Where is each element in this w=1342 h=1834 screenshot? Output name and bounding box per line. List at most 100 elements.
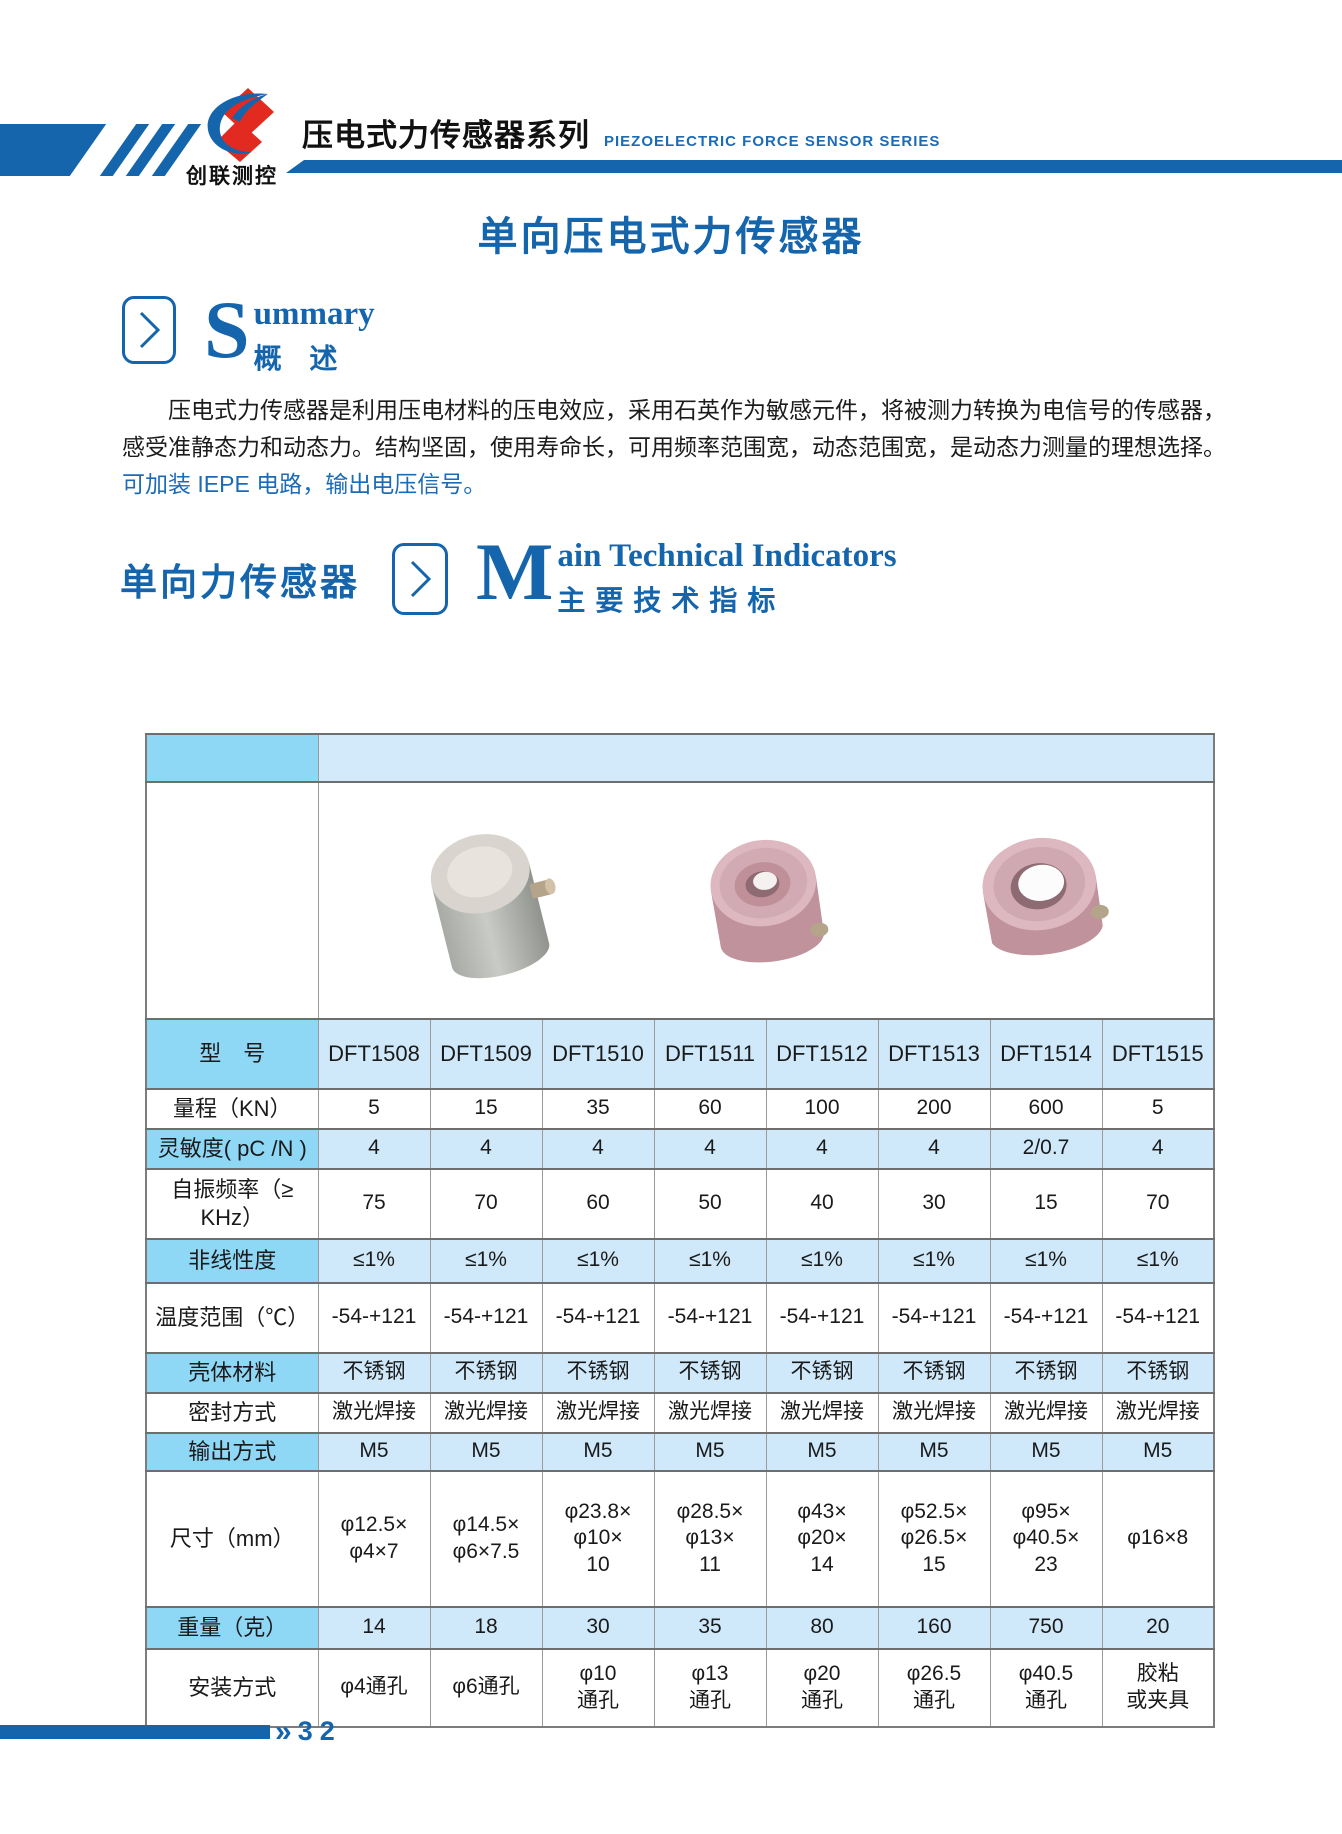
row-label: 量程（KN） bbox=[145, 1088, 319, 1129]
spec-cell: 600 bbox=[989, 1088, 1103, 1129]
spec-cell: 35 bbox=[653, 1605, 767, 1650]
spec-cell: φ28.5× φ13× 11 bbox=[653, 1470, 767, 1607]
spec-cell: 4 bbox=[765, 1127, 879, 1170]
summary-paragraph: 压电式力传感器是利用压电材料的压电效应，采用石英作为敏感元件，将被测力转换为电信… bbox=[122, 392, 1232, 503]
spec-cell: 50 bbox=[653, 1168, 767, 1239]
spec-cell: 不锈钢 bbox=[429, 1351, 543, 1394]
spec-cell: 不锈钢 bbox=[317, 1351, 431, 1394]
row-label: 输出方式 bbox=[145, 1431, 319, 1472]
row-label: 密封方式 bbox=[145, 1392, 319, 1433]
summary-heading: S ummary 概 述 bbox=[122, 289, 375, 377]
spec-cell: 激光焊接 bbox=[653, 1392, 767, 1433]
spec-row: 安装方式 φ4通孔 φ6通孔 φ10 通孔 φ13 通孔 φ20 通孔 φ26.5 通孔 φ4… bbox=[145, 1648, 1215, 1727]
spec-cell: 14 bbox=[317, 1605, 431, 1650]
page-footer: » 32 bbox=[0, 1716, 342, 1747]
spec-cell: 4 bbox=[429, 1127, 543, 1170]
spec-row: 尺寸（mm） φ12.5× φ4×7 φ14.5× φ6×7.5 φ23.8× φ10… bbox=[145, 1470, 1215, 1607]
spec-cell: 4 bbox=[653, 1127, 767, 1170]
spec-row: 自振频率（≥ KHz） 75 70 60 50 40 30 15 70 bbox=[145, 1168, 1215, 1239]
spec-cell: 激光焊接 bbox=[989, 1392, 1103, 1433]
spec-cell: 70 bbox=[429, 1168, 543, 1239]
header-stripe-solid bbox=[0, 124, 107, 176]
model-cell: DFT1509 bbox=[429, 1017, 543, 1090]
images-row-label-cell bbox=[145, 781, 319, 1019]
spec-cell: φ4通孔 bbox=[317, 1648, 431, 1727]
spec-cell: M5 bbox=[653, 1431, 767, 1472]
logo-text: 创联测控 bbox=[186, 165, 278, 188]
spec-cell: 750 bbox=[989, 1605, 1103, 1650]
page-number: 32 bbox=[297, 1716, 342, 1746]
spec-cell: φ43× φ20× 14 bbox=[765, 1470, 879, 1607]
row-label: 尺寸（mm） bbox=[145, 1470, 319, 1607]
summary-heading-en: ummary bbox=[253, 296, 375, 332]
spec-cell: 激光焊接 bbox=[877, 1392, 991, 1433]
spec-cell: ≤1% bbox=[653, 1237, 767, 1284]
spec-cell: ≤1% bbox=[541, 1237, 655, 1284]
row-label: 自振频率（≥ KHz） bbox=[145, 1168, 319, 1239]
spec-cell: 30 bbox=[541, 1605, 655, 1650]
row-label: 壳体材料 bbox=[145, 1351, 319, 1394]
row-label: 重量（克） bbox=[145, 1605, 319, 1650]
spec-cell: 激光焊接 bbox=[541, 1392, 655, 1433]
chevron-right-icon bbox=[122, 296, 176, 364]
spec-cell: 30 bbox=[877, 1168, 991, 1239]
section-drop-cap: M bbox=[476, 526, 554, 617]
spec-cell: -54-+121 bbox=[653, 1282, 767, 1353]
spec-cell: 4 bbox=[541, 1127, 655, 1170]
model-row: 型 号 DFT1508 DFT1509 DFT1510 DFT1511 DFT1… bbox=[145, 1017, 1215, 1090]
spec-cell: -54-+121 bbox=[1101, 1282, 1215, 1353]
row-label: 型 号 bbox=[145, 1017, 319, 1090]
spec-cell: 60 bbox=[541, 1168, 655, 1239]
spec-cell: M5 bbox=[877, 1431, 991, 1472]
section-side-label: 单向力传感器 bbox=[120, 561, 360, 603]
header-divider-bar bbox=[286, 160, 1342, 173]
spec-cell: ≤1% bbox=[877, 1237, 991, 1284]
footer-chevron-icon: » bbox=[275, 1714, 292, 1748]
spec-table: 型 号 DFT1508 DFT1509 DFT1510 DFT1511 DFT1… bbox=[145, 733, 1215, 1728]
spec-cell: 不锈钢 bbox=[541, 1351, 655, 1394]
summary-line: 感受准静态力和动态力。结构坚固，使用寿命长，可用频率范围宽，动态范围宽，是动态力… bbox=[122, 434, 1226, 460]
spec-cell: 不锈钢 bbox=[989, 1351, 1103, 1394]
row-label: 非线性度 bbox=[145, 1237, 319, 1284]
spec-cell: -54-+121 bbox=[877, 1282, 991, 1353]
spec-cell: 胶粘 或夹具 bbox=[1101, 1648, 1215, 1727]
spec-cell: 35 bbox=[541, 1088, 655, 1129]
spec-cell: 40 bbox=[765, 1168, 879, 1239]
page-title: 单向压电式力传感器 bbox=[477, 215, 865, 259]
spec-cell: -54-+121 bbox=[429, 1282, 543, 1353]
spec-row: 非线性度 ≤1% ≤1% ≤1% ≤1% ≤1% ≤1% ≤1% ≤1% bbox=[145, 1237, 1215, 1284]
spec-cell: 100 bbox=[765, 1088, 879, 1129]
spec-cell: φ16×8 bbox=[1101, 1470, 1215, 1607]
spec-cell: M5 bbox=[317, 1431, 431, 1472]
spec-cell: φ23.8× φ10× 10 bbox=[541, 1470, 655, 1607]
model-cell: DFT1508 bbox=[317, 1017, 431, 1090]
row-label: 温度范围（℃） bbox=[145, 1282, 319, 1353]
spec-cell: 激光焊接 bbox=[765, 1392, 879, 1433]
model-cell: DFT1510 bbox=[541, 1017, 655, 1090]
product-images-cell bbox=[317, 781, 1215, 1019]
spec-cell: M5 bbox=[1101, 1431, 1215, 1472]
company-logo-icon bbox=[207, 88, 274, 162]
model-cell: DFT1512 bbox=[765, 1017, 879, 1090]
footer-bar bbox=[0, 1724, 270, 1739]
spec-cell: 20 bbox=[1101, 1605, 1215, 1650]
spec-row: 重量（克） 14 18 30 35 80 160 750 20 bbox=[145, 1605, 1215, 1650]
spec-table-body: 型 号 DFT1508 DFT1509 DFT1510 DFT1511 DFT1… bbox=[145, 733, 1215, 1727]
spec-cell: 80 bbox=[765, 1605, 879, 1650]
spec-row: 温度范围（℃） -54-+121 -54-+121 -54-+121 -54-+121-… bbox=[145, 1282, 1215, 1353]
large-ring-sensor-photo bbox=[982, 837, 1110, 956]
spec-cell: 60 bbox=[653, 1088, 767, 1129]
header-band-label-cell bbox=[145, 733, 319, 783]
spec-cell: 15 bbox=[429, 1088, 543, 1129]
row-label: 安装方式 bbox=[145, 1648, 319, 1727]
summary-line: 压电式力传感器是利用压电材料的压电效应，采用石英作为敏感元件，将被测力转换为电信… bbox=[168, 397, 1226, 423]
section-heading: 单向力传感器 M ain Technical Indicators 主要技术指标 bbox=[120, 526, 897, 619]
spec-cell: M5 bbox=[765, 1431, 879, 1472]
spec-cell: φ52.5× φ26.5× 15 bbox=[877, 1470, 991, 1607]
spec-row: 量程（KN） 5 15 35 60 100 200 600 5 bbox=[145, 1088, 1215, 1129]
spec-cell: 75 bbox=[317, 1168, 431, 1239]
spec-cell: -54-+121 bbox=[317, 1282, 431, 1353]
model-cell: DFT1515 bbox=[1101, 1017, 1215, 1090]
spec-cell: 70 bbox=[1101, 1168, 1215, 1239]
